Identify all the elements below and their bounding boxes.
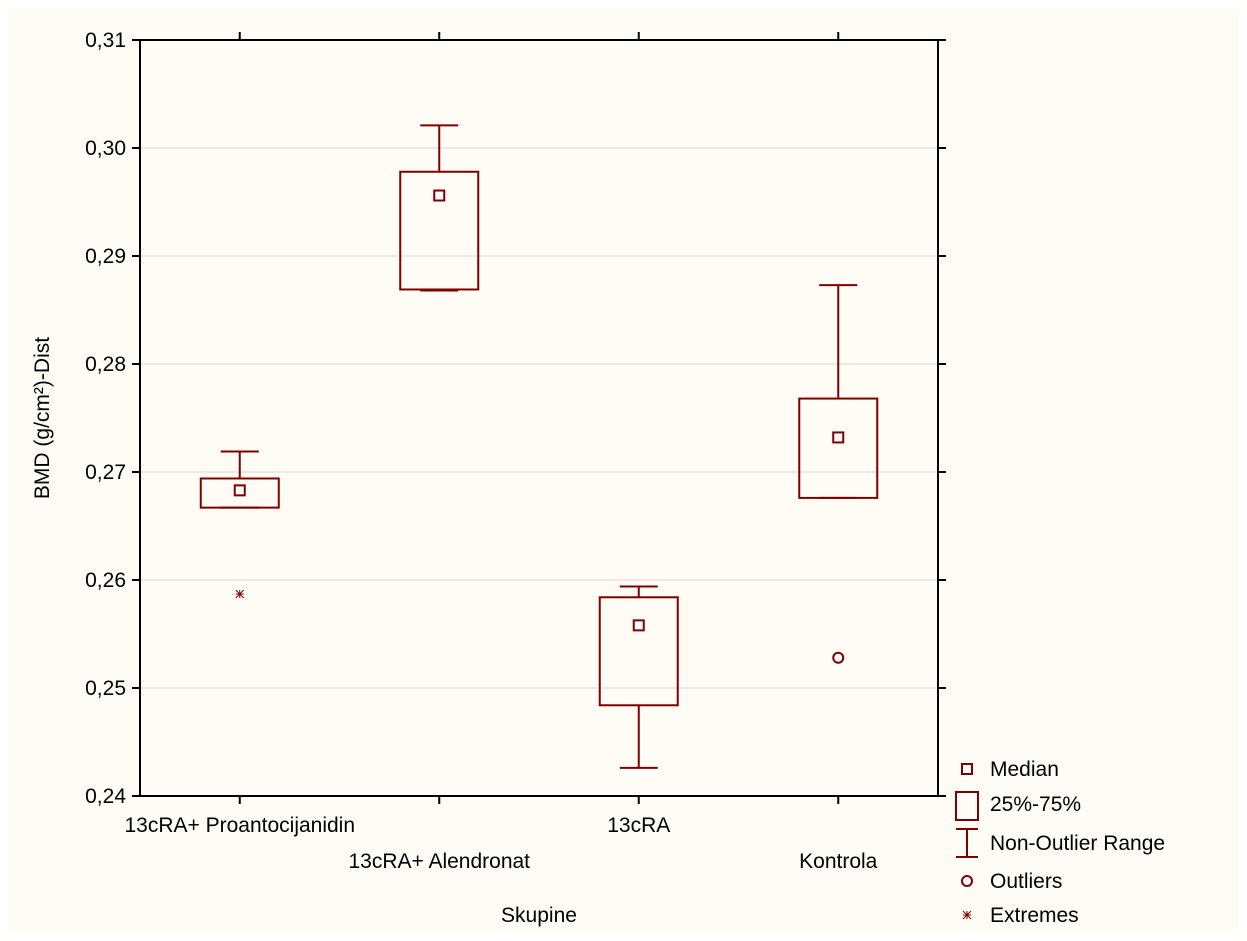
x-tick-label: 13cRA+ Alendronat	[348, 850, 530, 873]
y-tick-label: 0,30	[85, 137, 126, 160]
legend-label-extremes: Extremes	[990, 904, 1079, 927]
y-tick-label: 0,27	[85, 461, 126, 484]
outlier-point	[832, 651, 845, 664]
y-axis-ticks: 0,24 0,25 0,26 0,27 0,28 0,29 0,30 0,31	[85, 29, 946, 808]
grid-lines	[140, 147, 938, 689]
median-marker	[233, 484, 246, 497]
legend-extreme-symbol	[962, 910, 972, 920]
iqr-box	[399, 170, 480, 291]
y-tick-label: 0,29	[85, 245, 126, 268]
box-group	[199, 450, 280, 599]
y-tick-label: 0,24	[85, 785, 126, 808]
y-tick-label: 0,28	[85, 353, 126, 376]
legend-label-range: Non-Outlier Range	[990, 832, 1165, 855]
legend-range-symbol	[956, 828, 978, 858]
legend-median-symbol	[961, 763, 973, 775]
median-marker	[632, 619, 645, 632]
x-axis-ticks: 13cRA+ Proantocijanidin 13cRA+ Alendronat…	[124, 32, 878, 873]
box-group	[598, 585, 679, 769]
y-tick-label: 0,31	[85, 29, 126, 52]
y-axis-title: BMD (g/cm²)-Dist	[31, 337, 54, 499]
iqr-box	[199, 477, 280, 509]
x-tick-label: Kontrola	[799, 850, 878, 873]
y-tick-label: 0,26	[85, 569, 126, 592]
plot-area-border	[139, 39, 939, 797]
x-tick-label: 13cRA	[607, 814, 670, 837]
iqr-box	[598, 596, 679, 707]
extreme-point	[235, 589, 245, 599]
iqr-box	[798, 397, 879, 499]
x-axis-title: Skupine	[501, 904, 577, 927]
y-tick-label: 0,25	[85, 677, 126, 700]
legend-box-symbol	[955, 791, 979, 821]
x-tick-label: 13cRA+ Proantocijanidin	[124, 814, 355, 837]
box-group	[798, 284, 879, 664]
median-marker	[832, 431, 845, 444]
median-marker	[433, 189, 446, 202]
legend: Median 25%-75% Non-Outlier Range Outliers Ex…	[955, 758, 1165, 927]
legend-label-outliers: Outliers	[990, 870, 1062, 893]
box-series	[199, 124, 879, 769]
legend-label-box: 25%-75%	[990, 793, 1081, 816]
legend-label-median: Median	[990, 758, 1059, 781]
box-group	[399, 124, 480, 292]
legend-outlier-symbol	[961, 875, 973, 887]
chart-frame	[8, 8, 1239, 933]
